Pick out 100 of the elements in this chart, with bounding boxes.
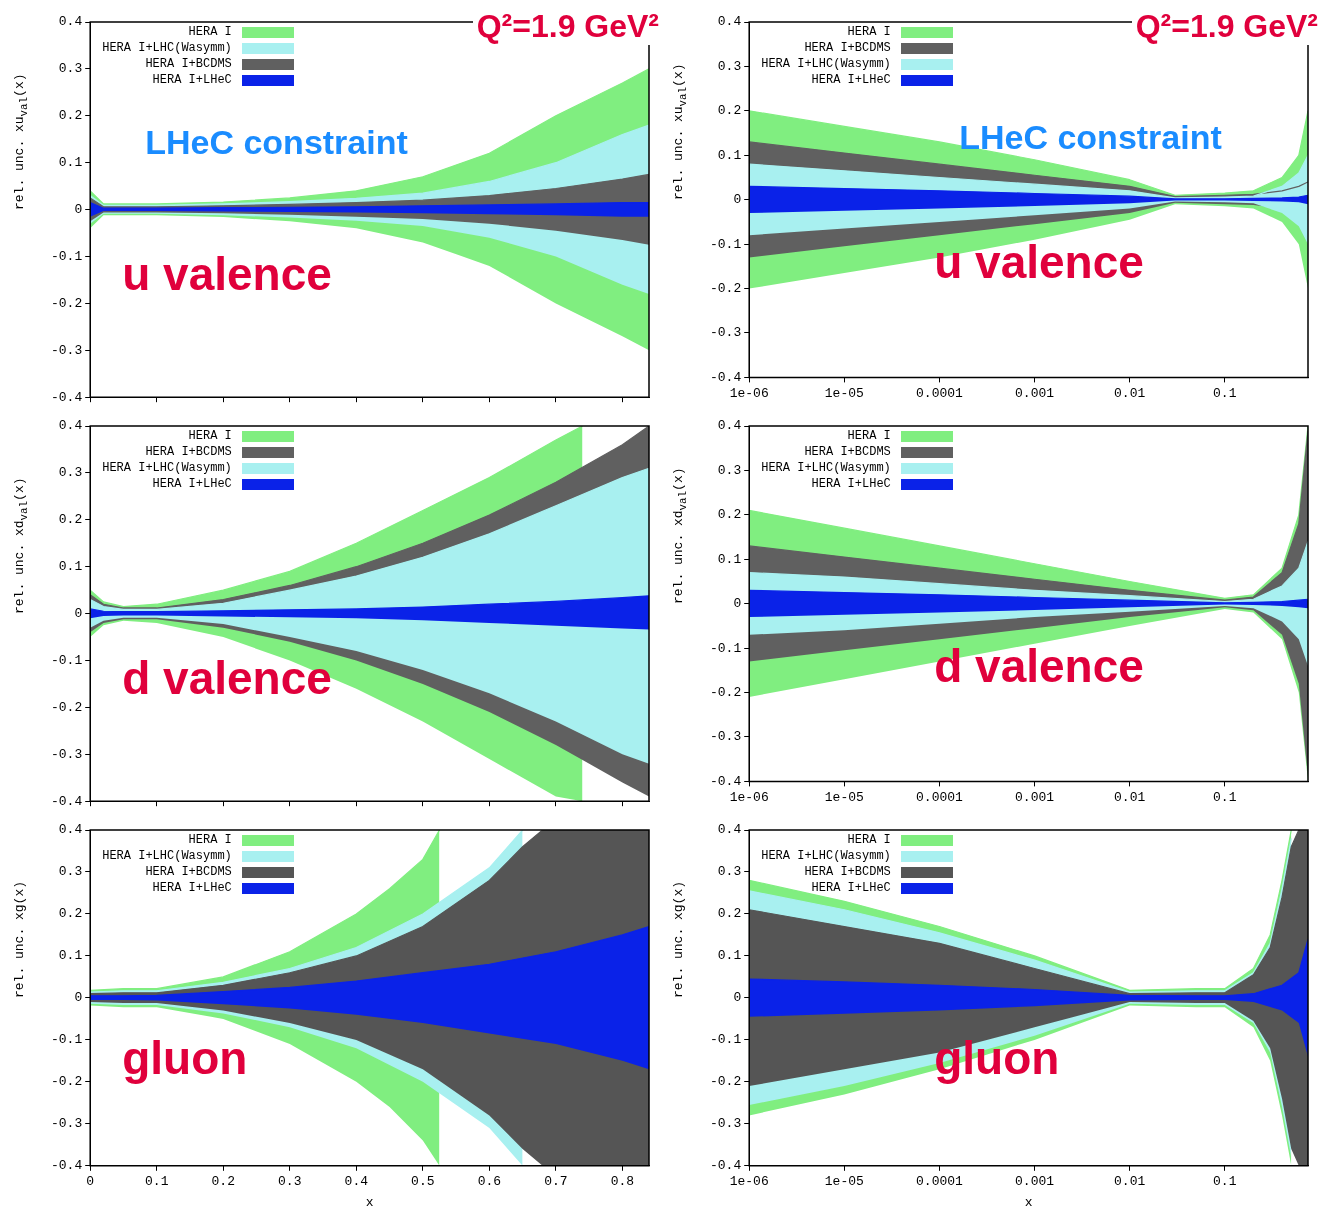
annotation: u valence xyxy=(934,235,1144,290)
y-tick-label: 0 xyxy=(733,192,742,208)
legend-label: HERA I+BCDMS xyxy=(145,865,232,879)
y-tick-label: 0.4 xyxy=(58,418,83,434)
y-tick-label: -0.3 xyxy=(709,1116,742,1132)
y-tick-label: -0.4 xyxy=(50,793,83,809)
annotation: d valence xyxy=(934,639,1144,694)
y-tick-label: -0.1 xyxy=(709,1032,742,1048)
y-tick-label: 0.1 xyxy=(58,155,83,171)
legend-label: HERA I xyxy=(847,429,891,443)
legend-label: HERA I+LHeC xyxy=(152,477,232,491)
legend-label: HERA I+LHC(Wasymm) xyxy=(761,57,891,71)
x-tick-label: 0.01 xyxy=(1114,1174,1146,1190)
y-tick-label: -0.2 xyxy=(709,684,742,700)
x-tick-label: 0.1 xyxy=(1213,789,1237,805)
y-tick-label: -0.4 xyxy=(709,369,742,385)
y-tick-label: 0.4 xyxy=(717,14,742,30)
y-tick-label: 0.3 xyxy=(58,864,83,880)
legend-label: HERA I+BCDMS xyxy=(145,445,232,459)
x-tick-label: 0.2 xyxy=(211,1174,235,1190)
y-tick-label: -0.2 xyxy=(50,1074,83,1090)
y-tick-label: -0.1 xyxy=(50,1032,83,1048)
y-tick-label: 0 xyxy=(74,606,83,622)
y-tick-label: 0.1 xyxy=(717,948,742,964)
x-tick-label: 1e-05 xyxy=(824,1174,864,1190)
y-axis-title: rel. unc. xg(x) xyxy=(671,880,686,998)
legend-label: HERA I+LHeC xyxy=(152,881,232,895)
y-tick-label: -0.3 xyxy=(709,729,742,745)
y-tick-label: 0.4 xyxy=(58,14,83,30)
x-tick-label: 0.1 xyxy=(145,1174,169,1190)
legend-label: HERA I+LHeC xyxy=(811,73,891,87)
legend-label: HERA I xyxy=(847,25,891,39)
y-tick-label: 0.2 xyxy=(58,108,83,124)
legend-label: HERA I+LHC(Wasymm) xyxy=(102,849,232,863)
x-axis-title: x xyxy=(1024,1194,1033,1210)
y-tick-label: -0.3 xyxy=(50,342,83,358)
x-tick-label: 0.4 xyxy=(344,1174,369,1190)
legend-label: HERA I xyxy=(188,25,232,39)
x-tick-label: 0.7 xyxy=(544,1174,568,1190)
y-tick-label: -0.1 xyxy=(50,248,83,264)
x-tick-label: 0.3 xyxy=(278,1174,302,1190)
x-tick-label: 0.0001 xyxy=(916,385,964,401)
y-tick-label: 0.3 xyxy=(717,58,742,74)
legend-label: HERA I+LHC(Wasymm) xyxy=(102,41,232,55)
legend-label: HERA I+LHeC xyxy=(811,881,891,895)
x-tick-label: 0.5 xyxy=(411,1174,435,1190)
annotation: LHeC constraint xyxy=(959,117,1222,157)
x-tick-label: 1e-06 xyxy=(729,789,769,805)
y-tick-label: -0.2 xyxy=(709,280,742,296)
y-tick-label: -0.3 xyxy=(709,325,742,341)
annotation: LHeC constraint xyxy=(145,123,408,163)
legend-label: HERA I+LHeC xyxy=(152,73,232,87)
y-tick-label: -0.2 xyxy=(50,699,83,715)
x-axis-title: x xyxy=(365,1194,374,1210)
y-axis-title: rel. unc. xg(x) xyxy=(12,880,27,998)
y-tick-label: 0.2 xyxy=(58,906,83,922)
y-tick-label: 0 xyxy=(74,990,83,1006)
y-tick-label: 0.3 xyxy=(717,462,742,478)
legend-label: HERA I xyxy=(847,833,891,847)
legend-label: HERA I+BCDMS xyxy=(804,865,891,879)
x-tick-label: 1e-05 xyxy=(824,385,864,401)
annotation: gluon xyxy=(122,1031,248,1086)
y-tick-label: 0.3 xyxy=(717,864,742,880)
y-tick-label: 0.1 xyxy=(717,147,742,163)
y-tick-label: 0 xyxy=(74,202,83,218)
legend-label: HERA I+LHC(Wasymm) xyxy=(102,461,232,475)
x-tick-label: 0.001 xyxy=(1015,1174,1055,1190)
y-tick-label: 0.4 xyxy=(58,822,83,838)
y-tick-label: 0.2 xyxy=(717,906,742,922)
legend-label: HERA I+BCDMS xyxy=(804,41,891,55)
annotation: u valence xyxy=(122,247,332,302)
y-tick-label: 0.1 xyxy=(58,948,83,964)
y-tick-label: -0.2 xyxy=(709,1074,742,1090)
annotation: Q²=1.9 GeV² xyxy=(1131,8,1322,45)
y-tick-label: -0.4 xyxy=(709,773,742,789)
y-tick-label: -0.1 xyxy=(50,652,83,668)
y-tick-label: -0.3 xyxy=(50,746,83,762)
legend-label: HERA I xyxy=(188,833,232,847)
y-tick-label: -0.1 xyxy=(709,236,742,252)
y-tick-label: 0.2 xyxy=(717,507,742,523)
x-tick-label: 0.0001 xyxy=(916,789,964,805)
x-tick-label: 1e-06 xyxy=(729,1174,769,1190)
x-tick-label: 0.001 xyxy=(1015,789,1055,805)
y-tick-label: 0.3 xyxy=(58,61,83,77)
annotation: gluon xyxy=(934,1031,1060,1086)
y-tick-label: 0.4 xyxy=(717,418,742,434)
y-tick-label: -0.3 xyxy=(50,1116,83,1132)
legend-label: HERA I+BCDMS xyxy=(804,445,891,459)
x-tick-label: 0.0001 xyxy=(916,1174,964,1190)
legend-label: HERA I+LHeC xyxy=(811,477,891,491)
x-tick-label: 0.001 xyxy=(1015,385,1055,401)
legend-label: HERA I+LHC(Wasymm) xyxy=(761,461,891,475)
x-tick-label: 0 xyxy=(86,1174,95,1190)
legend-label: HERA I+BCDMS xyxy=(145,57,232,71)
x-tick-label: 1e-06 xyxy=(729,385,769,401)
x-tick-label: 0.6 xyxy=(477,1174,502,1190)
y-tick-label: 0.1 xyxy=(58,559,83,575)
y-tick-label: 0 xyxy=(733,596,742,612)
y-tick-label: 0.1 xyxy=(717,551,742,567)
x-tick-label: 0.1 xyxy=(1213,1174,1237,1190)
